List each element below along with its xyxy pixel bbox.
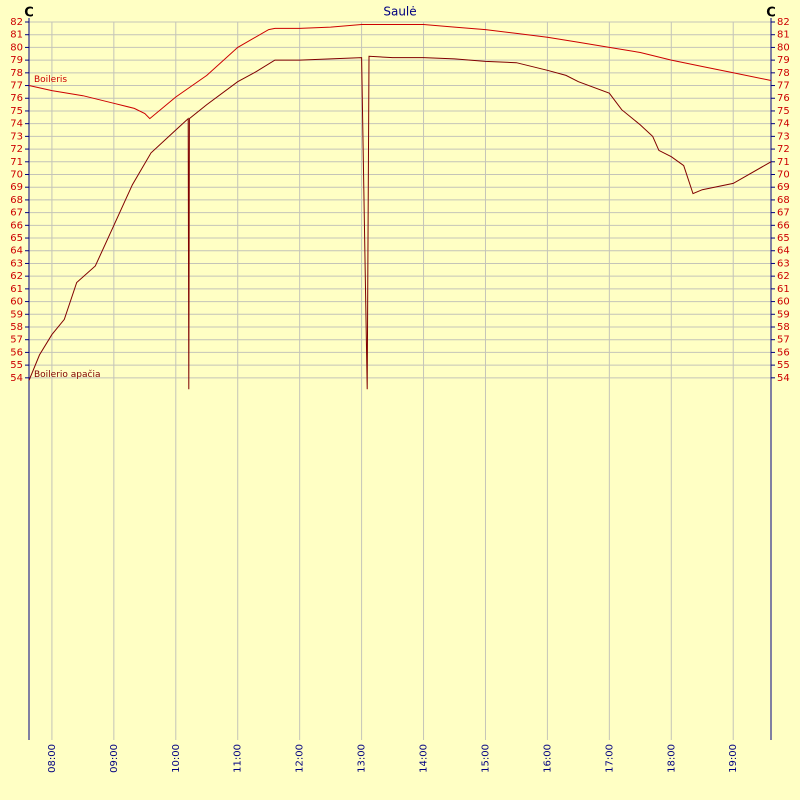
y-tick-label: 72 bbox=[777, 144, 790, 155]
y-tick-label: 62 bbox=[10, 271, 23, 282]
y-tick-label: 65 bbox=[777, 233, 790, 244]
y-tick-label: 64 bbox=[777, 246, 790, 257]
y-tick-label: 66 bbox=[10, 220, 23, 231]
y-tick-label: 60 bbox=[777, 297, 790, 308]
x-tick-label: 15:00 bbox=[480, 744, 491, 773]
y-tick-label: 74 bbox=[777, 119, 790, 130]
y-tick-label: 74 bbox=[10, 119, 23, 130]
y-unit-right: C bbox=[766, 6, 776, 21]
y-tick-label: 66 bbox=[777, 220, 790, 231]
y-tick-label: 57 bbox=[777, 335, 790, 346]
y-tick-label: 69 bbox=[777, 182, 790, 193]
y-tick-label: 61 bbox=[10, 284, 23, 295]
y-tick-label: 79 bbox=[777, 55, 790, 66]
y-tick-label: 64 bbox=[10, 246, 23, 257]
x-tick-label: 17:00 bbox=[604, 744, 615, 773]
y-tick-label: 81 bbox=[10, 30, 23, 41]
series-label: Boileris bbox=[34, 75, 67, 85]
y-tick-label: 54 bbox=[777, 373, 790, 384]
y-tick-label: 67 bbox=[777, 208, 790, 219]
x-tick-label: 09:00 bbox=[109, 744, 120, 773]
y-tick-label: 73 bbox=[777, 131, 790, 142]
y-tick-label: 82 bbox=[10, 17, 23, 28]
x-tick-label: 08:00 bbox=[47, 744, 58, 773]
y-tick-label: 78 bbox=[10, 68, 23, 79]
x-tick-label: 13:00 bbox=[357, 744, 368, 773]
y-tick-label: 78 bbox=[777, 68, 790, 79]
x-tick-label: 19:00 bbox=[728, 744, 739, 773]
y-tick-label: 63 bbox=[10, 258, 23, 269]
y-unit-left: C bbox=[24, 6, 34, 21]
y-tick-label: 55 bbox=[777, 360, 790, 371]
y-tick-label: 60 bbox=[10, 297, 23, 308]
y-tick-label: 75 bbox=[10, 106, 23, 117]
y-tick-label: 58 bbox=[10, 322, 23, 333]
y-tick-label: 77 bbox=[10, 81, 23, 92]
y-tick-label: 56 bbox=[777, 347, 790, 358]
x-tick-label: 11:00 bbox=[233, 744, 244, 773]
x-tick-label: 10:00 bbox=[171, 744, 182, 773]
x-tick-label: 18:00 bbox=[666, 744, 677, 773]
y-tick-label: 54 bbox=[10, 373, 23, 384]
series-line bbox=[28, 55, 772, 390]
x-tick-label: 16:00 bbox=[542, 744, 553, 773]
y-tick-label: 71 bbox=[10, 157, 23, 168]
y-tick-label: 80 bbox=[777, 42, 790, 53]
y-tick-label: 61 bbox=[777, 284, 790, 295]
series-label: Boilerio apačia bbox=[34, 369, 101, 380]
y-tick-label: 80 bbox=[10, 42, 23, 53]
y-tick-label: 76 bbox=[777, 93, 790, 104]
y-tick-label: 81 bbox=[777, 30, 790, 41]
y-tick-label: 65 bbox=[10, 233, 23, 244]
y-tick-label: 69 bbox=[10, 182, 23, 193]
y-tick-label: 75 bbox=[777, 106, 790, 117]
x-tick-label: 12:00 bbox=[295, 744, 306, 773]
x-tick-label: 14:00 bbox=[419, 744, 430, 773]
y-tick-label: 77 bbox=[777, 81, 790, 92]
y-tick-label: 55 bbox=[10, 360, 23, 371]
y-tick-label: 58 bbox=[777, 322, 790, 333]
y-tick-label: 70 bbox=[10, 169, 23, 180]
y-tick-label: 68 bbox=[777, 195, 790, 206]
y-tick-label: 76 bbox=[10, 93, 23, 104]
y-tick-label: 70 bbox=[777, 169, 790, 180]
chart-title: Saulė bbox=[383, 5, 416, 19]
y-tick-label: 57 bbox=[10, 335, 23, 346]
y-tick-label: 71 bbox=[777, 157, 790, 168]
y-tick-label: 63 bbox=[777, 258, 790, 269]
y-tick-label: 59 bbox=[10, 309, 23, 320]
y-tick-label: 68 bbox=[10, 195, 23, 206]
y-tick-label: 56 bbox=[10, 347, 23, 358]
y-tick-label: 79 bbox=[10, 55, 23, 66]
y-tick-label: 73 bbox=[10, 131, 23, 142]
series-line bbox=[28, 24, 772, 120]
y-tick-label: 72 bbox=[10, 144, 23, 155]
y-tick-label: 59 bbox=[777, 309, 790, 320]
y-tick-label: 82 bbox=[777, 17, 790, 28]
y-tick-label: 67 bbox=[10, 208, 23, 219]
y-tick-label: 62 bbox=[777, 271, 790, 282]
